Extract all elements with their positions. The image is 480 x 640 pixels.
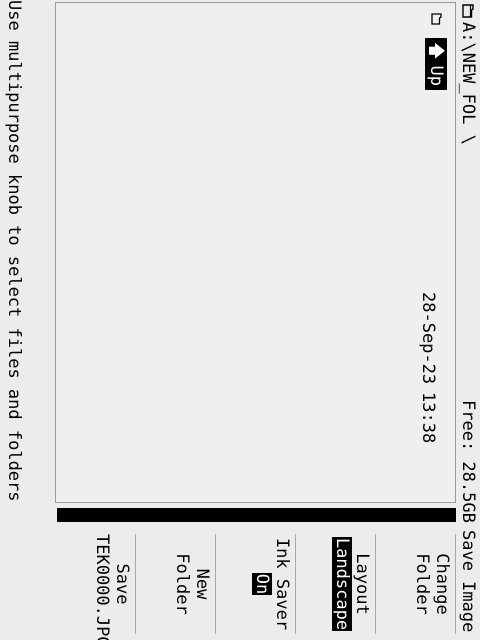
save-button[interactable]: Save TEK0000.JPG (92, 534, 132, 634)
menu-title: Save Image (458, 530, 478, 632)
save-label: Save (112, 534, 132, 634)
ink-saver-label: Ink Saver (272, 534, 292, 634)
ink-saver-value: On (252, 573, 272, 595)
up-entry-highlight[interactable]: 🡅 Up (425, 38, 447, 90)
new-folder-label-1: New (192, 534, 212, 634)
current-path: A:\NEW_FOL \ (458, 22, 478, 145)
entry-time: 13:38 (417, 392, 439, 443)
free-space-readout: Free: 28.5GB (458, 400, 478, 523)
change-folder-button[interactable]: Change Folder (412, 534, 452, 634)
file-browser-panel[interactable]: 🡅 Up 28-Sep-23 13:38 (55, 2, 456, 503)
entry-date: 28-Sep-23 (417, 292, 439, 384)
file-row-up[interactable]: 🡅Up 28-Sep-23 13:38 (425, 5, 447, 500)
scrollbar[interactable] (57, 508, 456, 522)
layout-label: Layout (352, 534, 372, 634)
menu-separator (295, 534, 296, 634)
change-folder-label-1: Change (432, 534, 452, 634)
up-arrow-icon: 🡅 (426, 42, 446, 59)
save-filename: TEK0000.JPG (92, 534, 112, 634)
menu-separator (455, 534, 456, 634)
new-folder-button[interactable]: New Folder (172, 534, 212, 634)
folder-icon (462, 4, 476, 18)
up-label: Up (426, 65, 446, 85)
new-folder-label-2: Folder (172, 534, 192, 634)
menu-separator (135, 534, 136, 634)
ink-saver-button[interactable]: Ink Saver On (252, 534, 292, 634)
menu-separator (215, 534, 216, 634)
layout-value: Landscape (332, 537, 352, 631)
menu-separator (375, 534, 376, 634)
parent-folder-icon (431, 13, 443, 25)
change-folder-label-2: Folder (412, 534, 432, 634)
layout-button[interactable]: Layout Landscape (332, 534, 372, 634)
instruction-text: Use multipurpose knob to select files an… (4, 0, 24, 502)
